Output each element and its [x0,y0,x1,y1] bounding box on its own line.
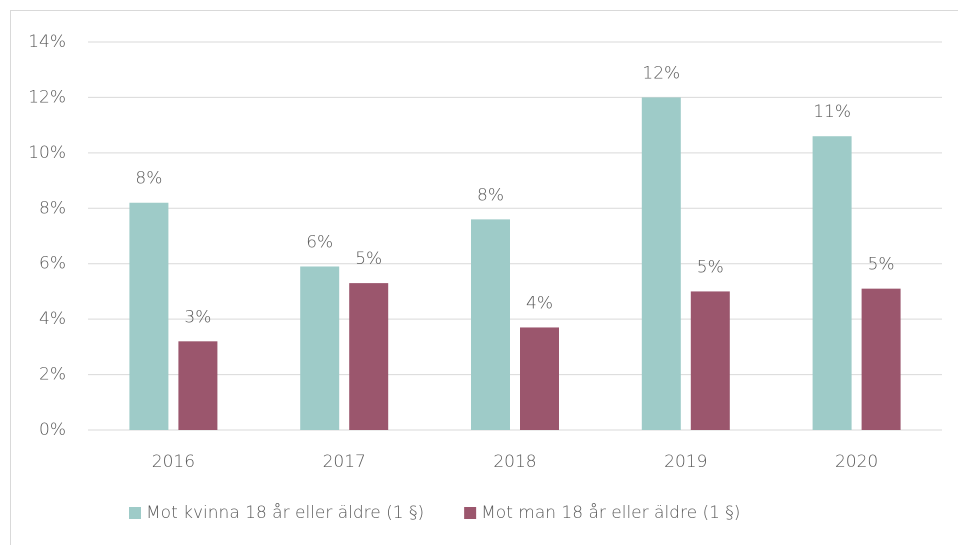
y-tick-label: 0% [39,420,66,440]
bar [812,136,852,430]
bar [178,341,218,430]
bar [641,97,681,430]
y-tick-label: 10% [28,143,66,163]
bar [861,288,901,430]
x-tick-label: 2018 [493,452,536,472]
bar [471,219,510,430]
legend-swatch [464,507,477,519]
chart-frame [10,10,958,545]
data-label: 3% [184,307,211,327]
y-tick-label: 8% [39,198,66,218]
bar [690,291,730,430]
data-label: 5% [355,249,382,269]
data-label: 5% [868,255,895,275]
bar [520,327,559,430]
x-tick-label: 2020 [835,452,878,472]
data-label: 8% [477,185,504,205]
data-label: 4% [526,293,553,313]
bar [129,202,169,430]
y-tick-label: 4% [39,309,66,329]
y-tick-label: 2% [39,365,66,385]
x-tick-label: 2017 [323,452,366,472]
bar [300,266,340,430]
bar [349,283,389,430]
data-label: 6% [306,232,333,252]
y-tick-label: 12% [28,87,66,107]
legend-label: Mot man 18 år eller äldre (1 §) [481,502,740,523]
data-label: 11% [813,102,851,122]
data-label: 8% [135,169,162,189]
x-tick-label: 2019 [664,452,707,472]
data-label: 5% [697,257,724,277]
x-tick-label: 2016 [152,452,195,472]
data-label: 12% [642,63,680,83]
y-tick-label: 6% [39,254,66,274]
y-tick-label: 14% [28,32,66,52]
legend-swatch [129,507,141,519]
legend-label: Mot kvinna 18 år eller äldre (1 §) [146,502,424,523]
